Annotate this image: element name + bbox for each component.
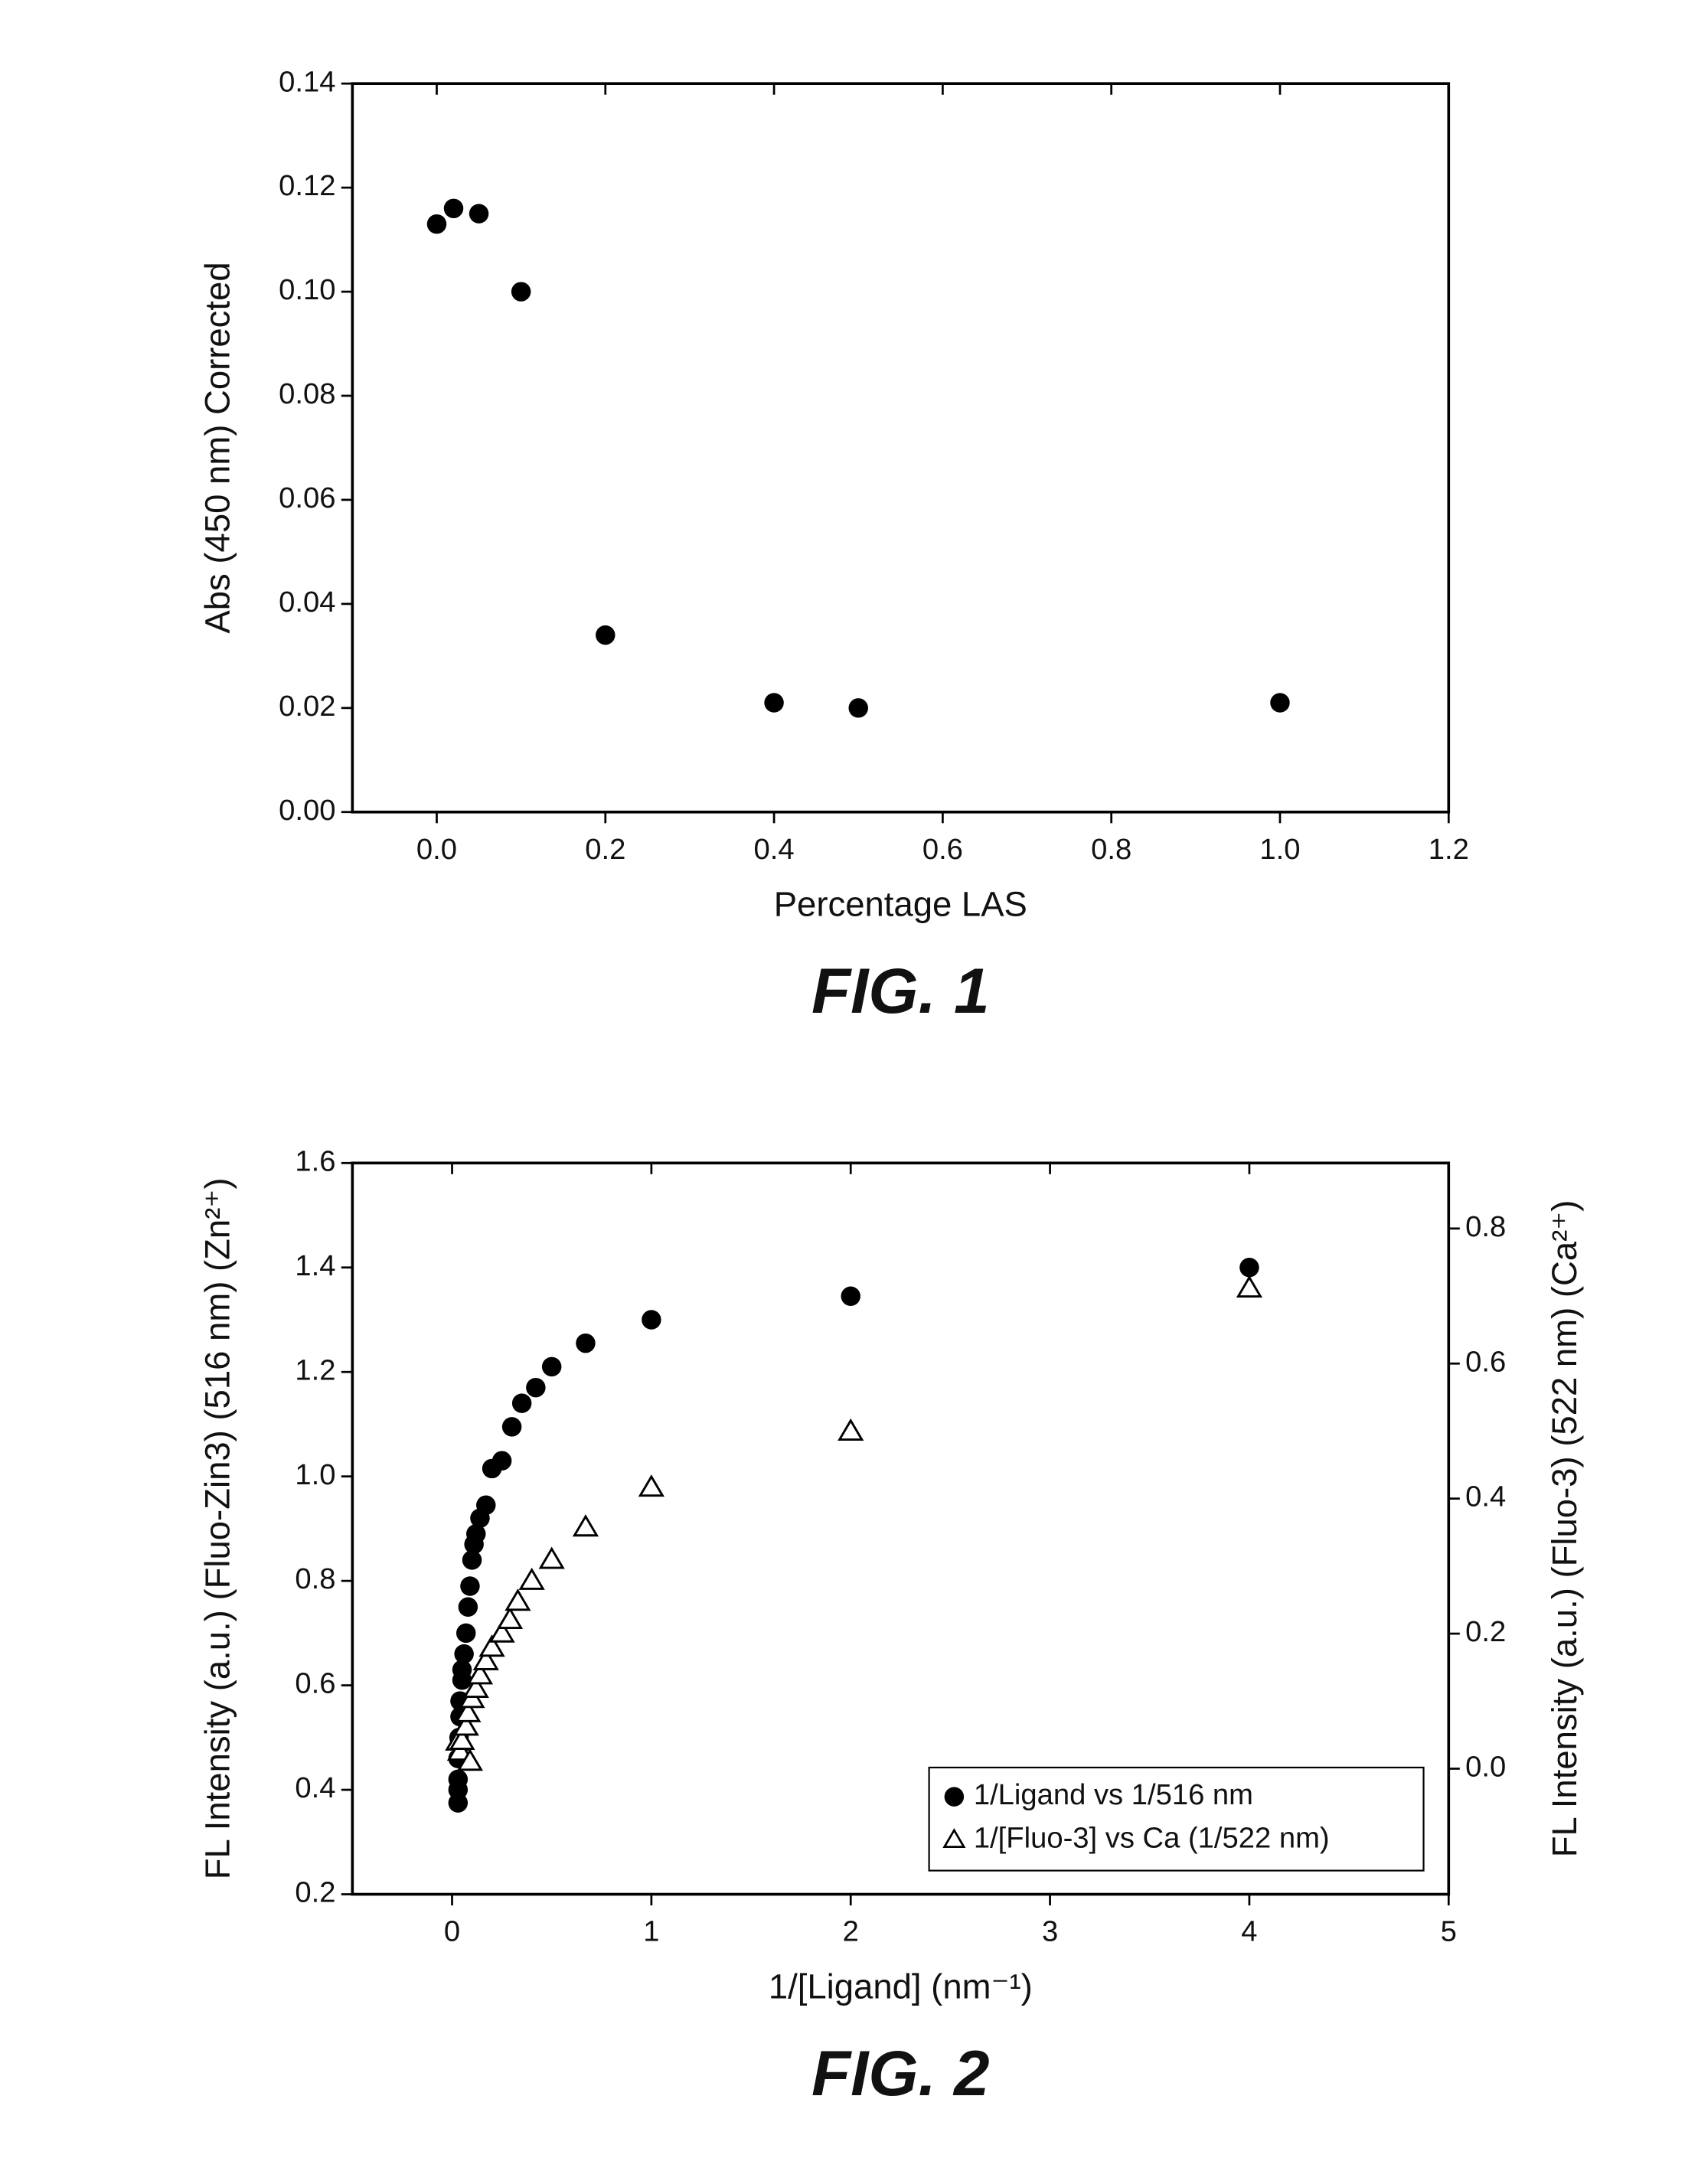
y-tick-label: 0.08	[279, 377, 335, 410]
y-tick-label: 0.2	[295, 1876, 335, 1909]
circle-marker	[764, 693, 783, 712]
circle-marker	[596, 625, 615, 645]
legend-marker	[945, 1787, 964, 1806]
x-tick-label: 2	[843, 1915, 859, 1948]
triangle-marker	[507, 1591, 529, 1610]
circle-marker	[456, 1624, 475, 1643]
legend-label: 1/[Fluo-3] vs Ca (1/522 nm)	[974, 1822, 1330, 1855]
circle-marker	[427, 214, 446, 233]
y-tick-label: 1.4	[295, 1249, 335, 1282]
circle-marker	[469, 204, 488, 223]
circle-marker	[526, 1378, 545, 1397]
y-tick-label: 0.06	[279, 482, 335, 514]
figure-caption: FIG. 2	[811, 2037, 990, 2109]
circle-marker	[576, 1334, 595, 1353]
y-tick-label: 0.10	[279, 273, 335, 306]
y-tick-label: 1.2	[295, 1353, 335, 1386]
triangle-marker	[540, 1549, 563, 1568]
y-tick-label: 0.02	[279, 690, 335, 723]
triangle-marker	[1238, 1278, 1260, 1297]
y-tick-label: 0.14	[279, 65, 335, 98]
y2-tick-label: 0.4	[1465, 1480, 1506, 1513]
legend-label: 1/Ligand vs 1/516 nm	[974, 1778, 1253, 1811]
circle-marker	[502, 1417, 521, 1436]
y-tick-label: 1.0	[295, 1458, 335, 1491]
circle-marker	[460, 1576, 479, 1595]
figure-sheet: 0.00.20.40.60.81.01.20.000.020.040.060.0…	[0, 0, 1696, 2184]
circle-marker	[841, 1287, 860, 1306]
y-axis-label: Abs (450 nm) Corrected	[198, 262, 237, 633]
x-axis-label: Percentage LAS	[774, 885, 1027, 924]
circle-marker	[511, 282, 531, 301]
x-tick-label: 0	[444, 1915, 460, 1948]
circle-marker	[642, 1310, 661, 1329]
x-tick-label: 1.0	[1259, 833, 1300, 866]
y-tick-label: 0.12	[279, 169, 335, 202]
y-tick-label: 0.04	[279, 586, 335, 619]
x-tick-label: 3	[1042, 1915, 1058, 1948]
x-tick-label: 5	[1441, 1915, 1457, 1948]
circle-marker	[459, 1598, 478, 1617]
circle-marker	[444, 199, 463, 218]
x-tick-label: 0.6	[922, 833, 963, 866]
y2-tick-label: 0.0	[1465, 1751, 1506, 1784]
circle-marker	[476, 1495, 495, 1514]
triangle-marker	[521, 1570, 543, 1589]
triangle-marker	[840, 1421, 862, 1440]
x-tick-label: 4	[1241, 1915, 1257, 1948]
circle-marker	[454, 1644, 473, 1663]
y-tick-label: 0.6	[295, 1667, 335, 1700]
triangle-marker	[574, 1516, 596, 1536]
x-axis-label: 1/[Ligand] (nm⁻¹)	[769, 1967, 1033, 2006]
page: 0.00.20.40.60.81.01.20.000.020.040.060.0…	[0, 0, 1698, 2184]
circle-marker	[449, 1770, 468, 1789]
circle-marker	[492, 1451, 511, 1470]
y2-tick-label: 0.6	[1465, 1345, 1506, 1378]
circle-marker	[542, 1357, 561, 1376]
figure-group: 0.00.20.40.60.81.01.20.000.020.040.060.0…	[198, 65, 1583, 2109]
y-axis-label: FL Intensity (a.u.) (Fluo-Zin3) (516 nm)…	[198, 1178, 237, 1880]
y2-tick-label: 0.8	[1465, 1210, 1506, 1243]
x-tick-label: 0.2	[585, 833, 625, 866]
triangle-marker	[498, 1609, 521, 1628]
y2-tick-label: 0.2	[1465, 1615, 1506, 1648]
x-tick-label: 1	[643, 1915, 659, 1948]
y-tick-label: 0.8	[295, 1562, 335, 1595]
x-tick-label: 1.2	[1429, 833, 1469, 866]
x-tick-label: 0.8	[1091, 833, 1131, 866]
circle-marker	[848, 698, 867, 717]
x-tick-label: 0.0	[416, 833, 457, 866]
x-tick-label: 0.4	[754, 833, 795, 866]
circle-marker	[512, 1393, 531, 1412]
circle-marker	[1270, 693, 1289, 712]
figure-caption: FIG. 1	[811, 955, 990, 1027]
y-tick-label: 1.6	[295, 1144, 335, 1177]
triangle-marker	[640, 1477, 662, 1496]
circle-marker	[1239, 1258, 1259, 1277]
y-tick-label: 0.4	[295, 1771, 335, 1804]
y-tick-label: 0.00	[279, 794, 335, 827]
y2-axis-label: FL Intensity (a.u.) (Fluo-3) (522 nm) (C…	[1545, 1200, 1584, 1858]
